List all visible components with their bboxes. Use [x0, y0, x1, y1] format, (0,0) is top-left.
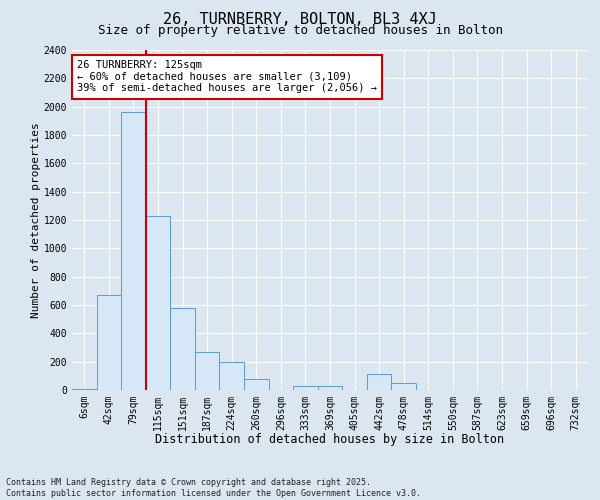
Bar: [367, 374, 391, 390]
Bar: [146, 216, 170, 390]
X-axis label: Distribution of detached houses by size in Bolton: Distribution of detached houses by size …: [155, 433, 505, 446]
Text: 26, TURNBERRY, BOLTON, BL3 4XJ: 26, TURNBERRY, BOLTON, BL3 4XJ: [163, 12, 437, 28]
Bar: [391, 383, 416, 390]
Text: Size of property relative to detached houses in Bolton: Size of property relative to detached ho…: [97, 24, 503, 37]
Text: Contains HM Land Registry data © Crown copyright and database right 2025.
Contai: Contains HM Land Registry data © Crown c…: [6, 478, 421, 498]
Bar: [170, 308, 195, 390]
Bar: [121, 112, 146, 390]
Bar: [293, 386, 318, 390]
Bar: [318, 386, 342, 390]
Bar: [97, 295, 121, 390]
Bar: [195, 352, 220, 390]
Text: 26 TURNBERRY: 125sqm
← 60% of detached houses are smaller (3,109)
39% of semi-de: 26 TURNBERRY: 125sqm ← 60% of detached h…: [77, 60, 377, 94]
Bar: [220, 362, 244, 390]
Y-axis label: Number of detached properties: Number of detached properties: [31, 122, 41, 318]
Bar: [244, 378, 269, 390]
